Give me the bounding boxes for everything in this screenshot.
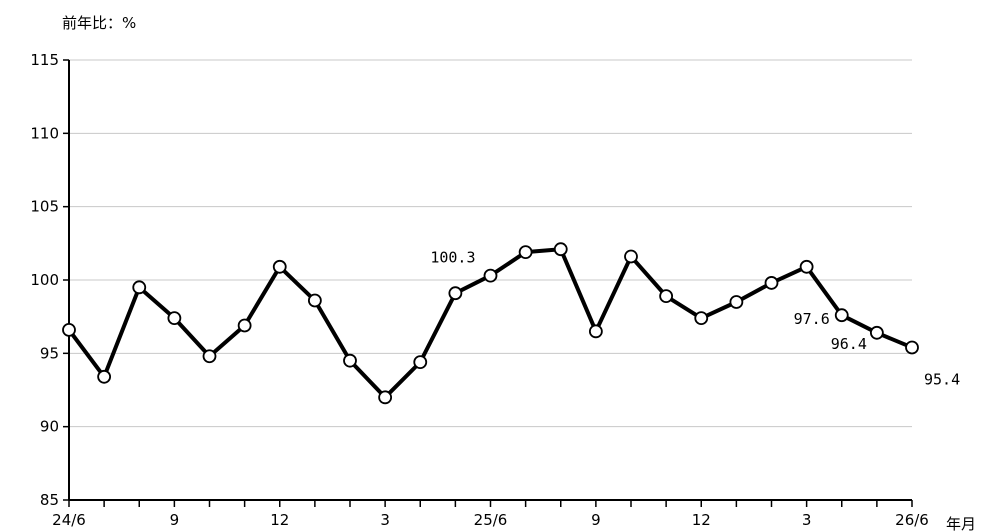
x-tick-label: 25/6: [474, 511, 508, 529]
y-tick-label: 100: [30, 271, 59, 289]
data-label: 95.4: [924, 370, 960, 388]
data-point: [624, 249, 638, 264]
data-point: [307, 293, 322, 308]
data-point: [764, 276, 779, 290]
data-point: [588, 324, 603, 339]
x-axis-label: 年月: [946, 515, 976, 531]
gridlines: [69, 59, 912, 428]
data-point: [237, 318, 252, 333]
x-tick-label: 12: [270, 511, 289, 529]
data-point: [869, 325, 884, 340]
data-point: [97, 369, 112, 384]
data-point: [272, 259, 287, 274]
data-point: [413, 355, 428, 370]
y-tick-label: 115: [30, 51, 59, 69]
data-point: [834, 308, 849, 323]
data-point: [799, 259, 814, 274]
data-point: [553, 242, 568, 257]
data-point: [518, 245, 533, 260]
x-tick-labels: 24/6 9 12 3 25/6 9 12 3 26/6: [52, 511, 929, 529]
data-point: [448, 286, 463, 301]
y-tick-label: 90: [40, 418, 59, 436]
x-tick-label: 12: [692, 511, 711, 529]
data-point: [378, 390, 393, 405]
data-label: 100.3: [430, 249, 475, 267]
x-tick-label: 3: [802, 511, 812, 529]
x-tick-label: 24/6: [52, 511, 86, 529]
data-point: [202, 349, 217, 364]
data-point: [729, 295, 744, 309]
x-tick-label: 26/6: [895, 511, 929, 529]
axes: [63, 59, 913, 507]
y-tick-label: 85: [40, 491, 59, 509]
data-label: 97.6: [794, 310, 830, 328]
data-point: [905, 340, 919, 355]
x-tick-label: 9: [170, 511, 180, 529]
x-tick-label: 3: [380, 511, 390, 529]
data-point: [694, 311, 709, 326]
data-point: [167, 311, 182, 326]
data-point: [483, 268, 498, 283]
y-tick-label: 95: [40, 344, 59, 362]
y-tick-labels: 85 90 95 100 105 110 115: [30, 51, 59, 509]
y-axis-label: 前年比：%: [62, 14, 136, 32]
data-points: [62, 242, 919, 405]
x-tick-label: 9: [591, 511, 601, 529]
data-point: [343, 353, 357, 368]
data-point: [659, 289, 674, 304]
y-tick-label: 105: [30, 198, 59, 216]
data-point: [62, 322, 76, 337]
data-point: [132, 280, 147, 295]
y-tick-label: 110: [30, 124, 59, 142]
data-label: 96.4: [831, 335, 867, 353]
data-labels: 100.3 97.696.4 95.4: [430, 249, 960, 389]
